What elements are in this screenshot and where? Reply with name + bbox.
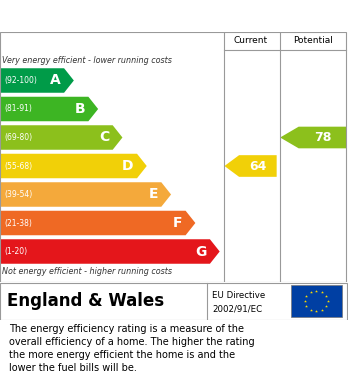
Polygon shape: [224, 155, 277, 177]
Text: Very energy efficient - lower running costs: Very energy efficient - lower running co…: [2, 56, 172, 65]
Text: (1-20): (1-20): [4, 247, 27, 256]
Text: B: B: [74, 102, 85, 116]
Text: (81-91): (81-91): [4, 104, 32, 113]
Text: Not energy efficient - higher running costs: Not energy efficient - higher running co…: [2, 267, 172, 276]
Polygon shape: [1, 211, 195, 235]
Polygon shape: [1, 182, 171, 207]
Text: C: C: [99, 131, 109, 145]
Text: The energy efficiency rating is a measure of the
overall efficiency of a home. T: The energy efficiency rating is a measur…: [9, 323, 254, 373]
Text: D: D: [122, 159, 134, 173]
Polygon shape: [1, 97, 98, 121]
Polygon shape: [280, 127, 346, 148]
Polygon shape: [1, 154, 147, 178]
Text: (69-80): (69-80): [4, 133, 32, 142]
Text: (39-54): (39-54): [4, 190, 32, 199]
Polygon shape: [1, 68, 74, 93]
Text: A: A: [50, 74, 61, 88]
Text: 78: 78: [314, 131, 331, 144]
Text: F: F: [173, 216, 182, 230]
Text: Energy Efficiency Rating: Energy Efficiency Rating: [9, 9, 211, 23]
Text: 64: 64: [249, 160, 267, 172]
Bar: [291, 285, 342, 317]
Text: (55-68): (55-68): [4, 161, 32, 170]
Text: Potential: Potential: [293, 36, 333, 45]
Text: G: G: [195, 244, 206, 258]
Text: (21-38): (21-38): [4, 219, 32, 228]
Text: 2002/91/EC: 2002/91/EC: [212, 304, 262, 313]
Text: EU Directive: EU Directive: [212, 291, 266, 300]
Text: England & Wales: England & Wales: [7, 292, 164, 310]
Polygon shape: [1, 125, 122, 150]
Text: (92-100): (92-100): [4, 76, 37, 85]
Text: E: E: [148, 188, 158, 201]
Text: Current: Current: [234, 36, 268, 45]
Polygon shape: [1, 239, 220, 264]
